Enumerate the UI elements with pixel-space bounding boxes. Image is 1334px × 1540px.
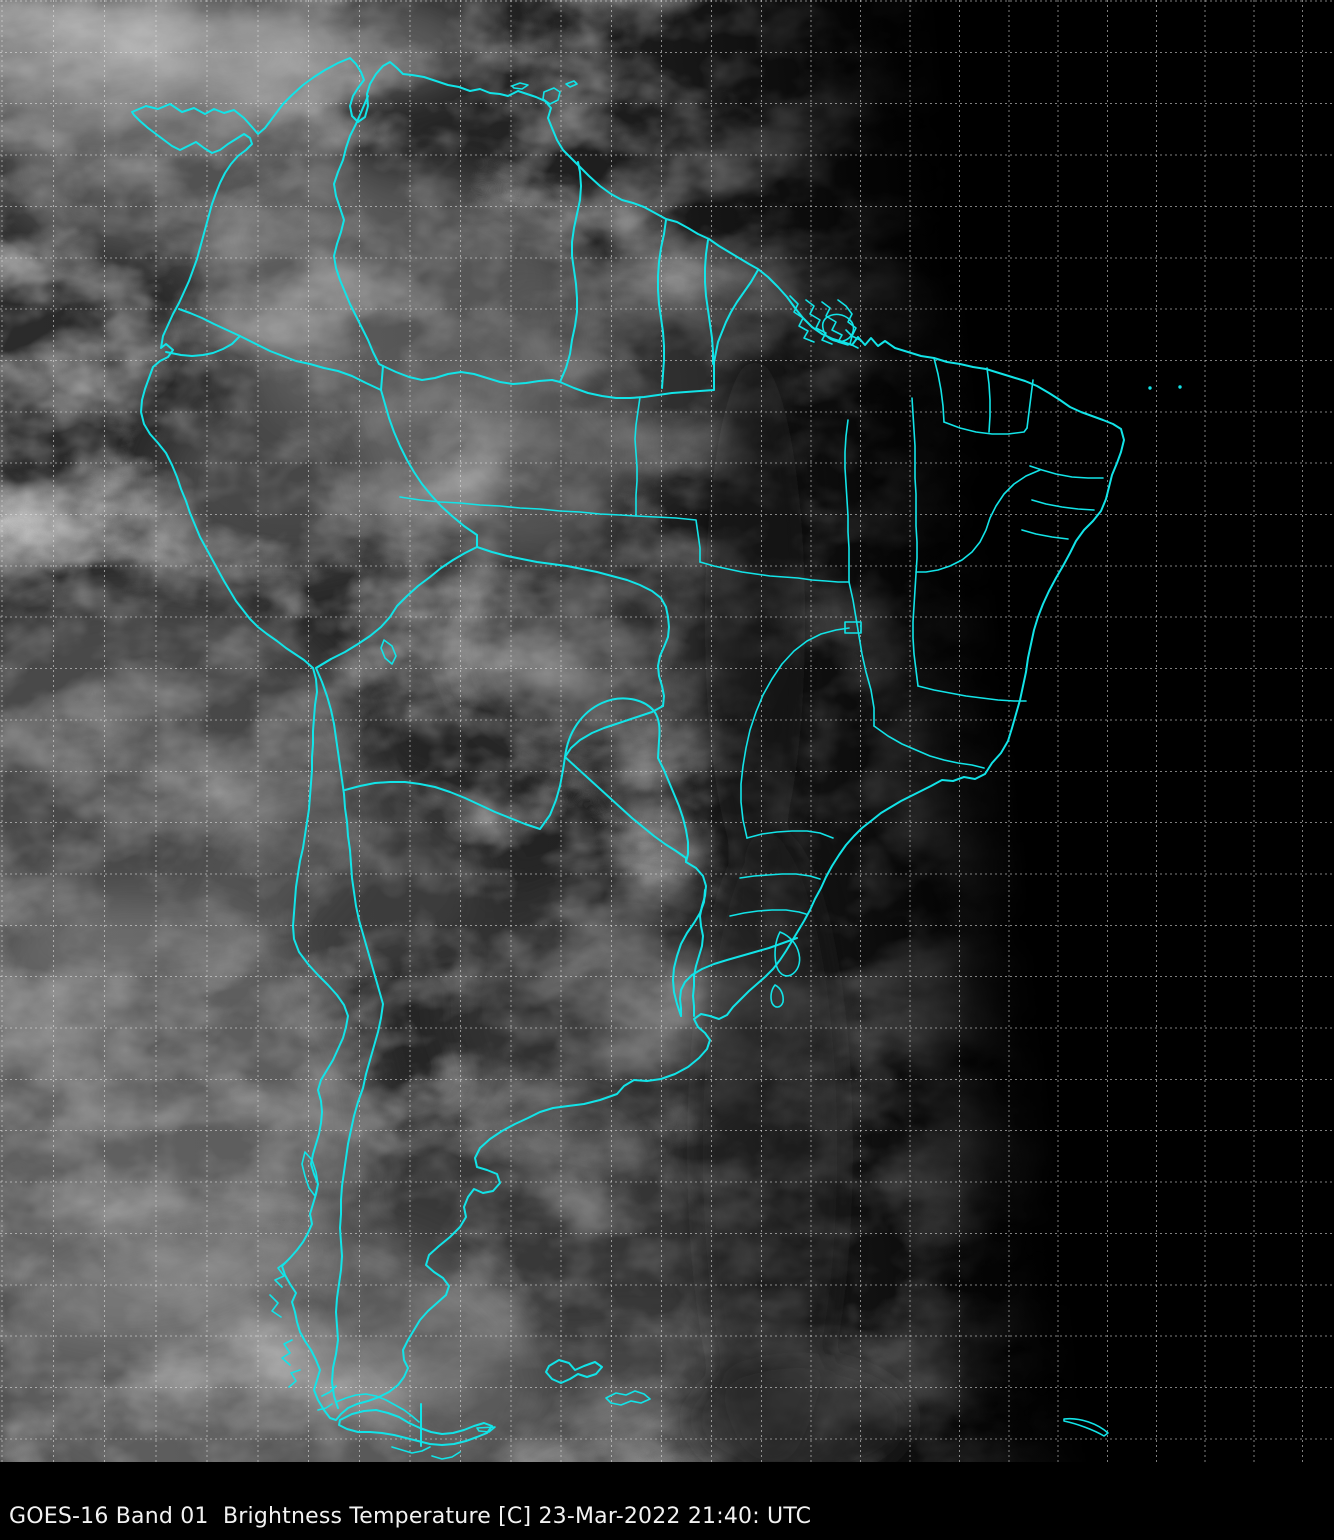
isla-de-los-estados xyxy=(605,1390,651,1406)
fernando-de-noronha-1 xyxy=(1148,386,1152,390)
border-parana-river xyxy=(685,861,707,1017)
border-peru-chile-tick xyxy=(315,658,332,669)
state-amazonas-para xyxy=(634,396,641,517)
state-ne-3 xyxy=(1026,379,1034,429)
border-frguiana-brazil xyxy=(713,269,759,363)
caption-text: GOES-16 Band 01 Brightness Temperature [… xyxy=(9,1504,812,1529)
coastline xyxy=(131,57,1125,1421)
patagonia-fjords xyxy=(269,1261,337,1411)
map-borders xyxy=(131,57,1182,1460)
lake-titicaca xyxy=(380,639,397,665)
islands xyxy=(269,80,1182,1460)
marajo-island xyxy=(821,313,855,343)
coastline-path xyxy=(131,57,1125,1421)
border-colombia-ecuador xyxy=(178,308,241,337)
border-bolivia-paraguay-dome xyxy=(564,697,661,759)
border-bolivia-argentina xyxy=(564,705,664,758)
tobago xyxy=(565,80,578,88)
border-ecuador-peru xyxy=(165,335,241,357)
falkland-islands xyxy=(545,1359,603,1384)
border-guyana-suriname xyxy=(657,219,667,389)
south-georgia xyxy=(1063,1417,1109,1437)
lakes xyxy=(380,639,801,1008)
lagoa-dos-patos xyxy=(774,931,801,977)
border-uruguay-river xyxy=(672,889,706,1017)
lagoa-mirim xyxy=(770,984,784,1008)
border-peru-bolivia xyxy=(315,546,478,669)
border-colombia-peru xyxy=(239,335,382,391)
caption-bar: GOES-16 Band 01 Brightness Temperature [… xyxy=(0,1462,1334,1540)
border-peru-brazil xyxy=(380,389,478,548)
state-matogrosso-goias xyxy=(699,561,850,583)
border-colombia-brazil xyxy=(380,365,384,391)
border-argentina-bolivia-chaco xyxy=(344,756,566,830)
fernando-de-noronha-2 xyxy=(1178,385,1182,389)
border-chile-argentina xyxy=(315,667,384,1409)
state-sao-francisco xyxy=(915,469,1041,573)
state-ne-1 xyxy=(933,357,945,423)
cloud-highlights xyxy=(0,0,860,1540)
trinidad xyxy=(542,87,561,105)
tierra-del-fuego-island xyxy=(338,1409,493,1446)
border-brazil-uruguay xyxy=(679,937,798,1017)
state-ms-saopaulo xyxy=(740,627,850,839)
twilight-clouds xyxy=(690,360,910,1480)
state-ne-2 xyxy=(986,367,991,433)
fuegian-channels-2 xyxy=(431,1451,461,1460)
state-saopaulo-parana xyxy=(746,830,834,839)
state-para-tocantins xyxy=(844,419,850,583)
state-sc-riograndedosul xyxy=(729,909,807,917)
isla-margarita xyxy=(511,82,529,90)
border-venezuela-guyana xyxy=(559,161,582,383)
state-ne-arc xyxy=(943,421,1028,435)
state-minas-saopaulo xyxy=(873,725,985,769)
state-borders xyxy=(399,357,1104,917)
border-suriname-frguiana xyxy=(704,239,714,365)
small-island-dash xyxy=(476,1426,496,1433)
amazon-delta-channels xyxy=(789,295,861,349)
country-borders xyxy=(165,95,798,1447)
border-brazil-north xyxy=(559,361,715,399)
border-venezuela-brazil xyxy=(382,365,561,385)
state-tocantins-bahia xyxy=(911,397,919,687)
fuegian-channels-1 xyxy=(391,1446,431,1454)
magellan-strait xyxy=(335,1393,420,1423)
latlon-grid xyxy=(0,0,1334,1462)
state-south-amazonas xyxy=(399,496,701,563)
border-paraguay-pilcomayo xyxy=(564,756,687,863)
state-minas-west xyxy=(848,581,875,727)
border-bolivia-brazil xyxy=(476,546,670,707)
state-bahia-minas xyxy=(917,685,1027,702)
chiloe-island xyxy=(301,1151,319,1197)
border-colombia-venezuela xyxy=(333,95,384,367)
state-parana-sc xyxy=(739,873,821,880)
border-paraguay-river-east xyxy=(657,757,689,863)
